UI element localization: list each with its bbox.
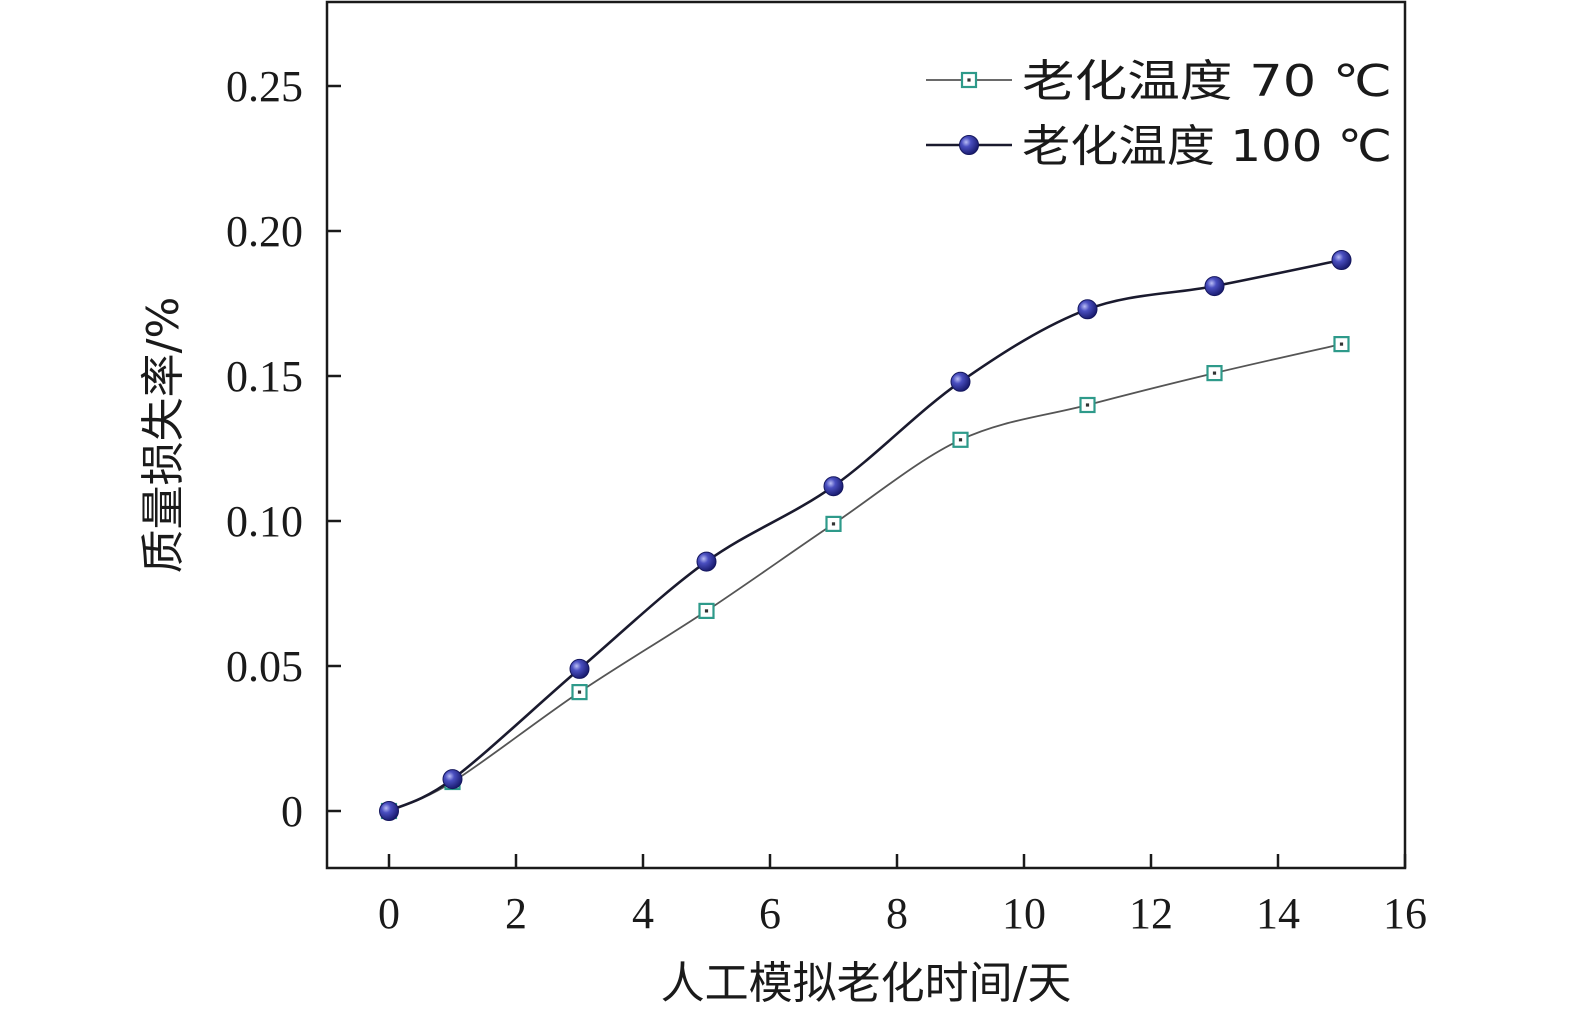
x-tick-label: 4 [632, 889, 654, 938]
series-70c-point-center [1212, 371, 1217, 375]
series-70c-point-center [1085, 403, 1090, 407]
series-100c-point [823, 476, 844, 497]
x-tick-label: 12 [1129, 889, 1173, 938]
series-70c-line [388, 343, 1342, 812]
legend-label: 老化温度 70 ℃ [1022, 56, 1392, 107]
x-tick-label: 0 [378, 889, 400, 938]
series-100c-point [442, 769, 463, 790]
x-tick-label: 8 [886, 889, 908, 938]
legend-item-100c: 老化温度 100 ℃ [926, 121, 1392, 172]
series-70c-point-center [704, 609, 709, 613]
x-tick-label: 6 [759, 889, 781, 938]
y-tick-label: 0.25 [226, 62, 303, 111]
y-tick-label: 0.15 [226, 352, 303, 401]
series-70c-point-center [1339, 342, 1344, 346]
legend-label: 老化温度 100 ℃ [1022, 121, 1392, 172]
series-100c-point [379, 801, 399, 821]
series-70c-point-center [831, 522, 836, 526]
series-100c-point [1331, 250, 1352, 270]
y-tick-label: 0.20 [226, 207, 303, 256]
x-axis-title: 人工模拟老化时间/天 [661, 958, 1072, 1009]
y-axis: 0 0.05 0.10 0.15 0.20 0.25 [226, 62, 341, 836]
y-tick-label: 0.05 [226, 642, 303, 691]
y-tick-label: 0 [281, 787, 303, 836]
series-70c-point-center [577, 690, 582, 694]
legend-item-70c: 老化温度 70 ℃ [926, 56, 1392, 107]
y-axis-title: 质量损失率/% [138, 297, 189, 574]
x-tick-label: 16 [1383, 889, 1427, 938]
x-tick-label: 2 [505, 889, 527, 938]
plot-frame [325, 0, 1407, 870]
y-tick-label: 0.10 [226, 497, 303, 546]
series-100c-point [1204, 276, 1225, 297]
x-axis: 0 2 4 6 8 10 12 14 16 [378, 854, 1427, 938]
legend-marker [959, 135, 979, 155]
legend: 老化温度 70 ℃ 老化温度 100 ℃ [926, 56, 1392, 172]
legend-marker-center [967, 78, 971, 82]
series-layer [379, 250, 1352, 821]
series-100c-line [388, 258, 1342, 813]
series-100c-point [569, 658, 590, 679]
series-100c-point [950, 371, 971, 392]
series-70c-point-center [958, 438, 963, 442]
x-tick-label: 10 [1002, 889, 1046, 938]
series-100c-point [1077, 299, 1098, 320]
series-100c-point [696, 551, 717, 572]
x-tick-label: 14 [1256, 889, 1300, 938]
